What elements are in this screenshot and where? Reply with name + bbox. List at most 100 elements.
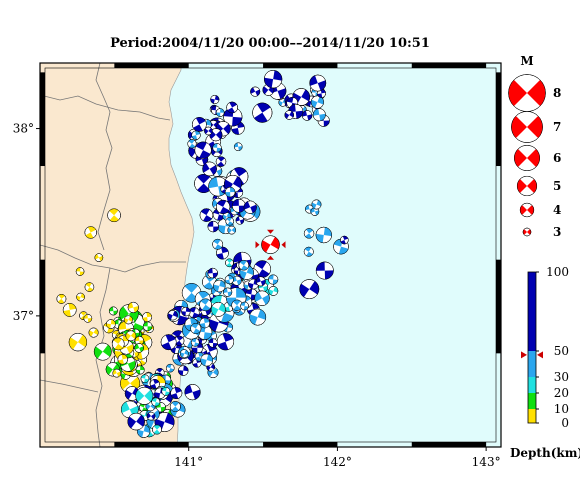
mechanism bbox=[231, 299, 243, 311]
magnitude-legend-symbol bbox=[508, 74, 546, 112]
depth-tick-label: 100 bbox=[546, 265, 569, 279]
depth-tick-label: 0 bbox=[561, 416, 569, 430]
mechanism bbox=[235, 216, 245, 225]
mechanism bbox=[62, 303, 77, 317]
mechanism bbox=[240, 301, 249, 311]
mechanism bbox=[212, 143, 222, 153]
mechanism bbox=[179, 349, 189, 359]
mechanism bbox=[312, 108, 326, 122]
magnitude-legend-symbol bbox=[519, 202, 535, 218]
mechanism bbox=[106, 319, 116, 329]
mechanism bbox=[309, 74, 327, 92]
mechanism bbox=[207, 267, 218, 279]
mechanism bbox=[140, 374, 150, 383]
mechanism bbox=[151, 397, 161, 407]
depth-marker bbox=[521, 351, 527, 359]
mechanism bbox=[191, 117, 207, 132]
depth-band bbox=[528, 272, 536, 351]
mechanism bbox=[181, 283, 202, 303]
mechanism bbox=[117, 354, 128, 365]
mechanism bbox=[315, 226, 332, 244]
mechanism bbox=[301, 110, 313, 121]
mechanism bbox=[165, 363, 175, 373]
period-title: Period:2004/11/20 00:00––2014/11/20 10:5… bbox=[110, 36, 430, 51]
mechanism bbox=[250, 86, 261, 97]
magnitude-legend-label: 8 bbox=[553, 86, 561, 100]
prefecture-border bbox=[40, 379, 99, 393]
mechanism bbox=[93, 342, 112, 361]
mechanism bbox=[231, 198, 246, 213]
mechanism bbox=[84, 282, 95, 292]
mechanism bbox=[127, 301, 139, 313]
mechanism bbox=[216, 333, 235, 351]
mechanism bbox=[187, 139, 197, 149]
mechanism bbox=[252, 102, 273, 123]
depth-band bbox=[528, 393, 536, 409]
mechanism bbox=[107, 208, 121, 223]
mechanism bbox=[310, 207, 320, 216]
depth-tick-label: 50 bbox=[554, 344, 569, 358]
mechanism bbox=[125, 330, 137, 342]
largest-event bbox=[255, 229, 286, 260]
mechanism bbox=[167, 310, 178, 321]
mechanism bbox=[200, 353, 214, 367]
magnitude-legend-symbol bbox=[516, 175, 538, 197]
magnitude-legend-label: 4 bbox=[553, 203, 561, 217]
mechanism bbox=[303, 246, 314, 257]
mechanism bbox=[152, 424, 162, 435]
mechanism bbox=[199, 317, 210, 329]
mechanism bbox=[340, 235, 349, 245]
mechanism bbox=[239, 265, 255, 280]
mechanism bbox=[268, 286, 279, 296]
mechanism bbox=[207, 220, 219, 233]
mechanism bbox=[216, 246, 229, 260]
mechanism bbox=[208, 338, 218, 348]
mechanism bbox=[191, 130, 201, 140]
mechanism bbox=[202, 161, 217, 177]
depth-scale-label: Depth(km) bbox=[510, 446, 580, 460]
mechanism bbox=[134, 343, 144, 353]
mechanism bbox=[215, 156, 227, 167]
mechanism bbox=[210, 94, 220, 105]
mechanism bbox=[299, 279, 320, 300]
mechanism bbox=[160, 334, 177, 351]
mechanism bbox=[88, 327, 99, 338]
longitude-tick-label: 141° bbox=[174, 455, 203, 469]
longitude-tick-label: 142° bbox=[323, 455, 352, 469]
depth-band bbox=[528, 351, 536, 377]
mechanism bbox=[255, 276, 266, 287]
mechanism bbox=[94, 253, 104, 262]
map-axes: 141° 142° 143° 38° 37° bbox=[13, 122, 501, 469]
mechanism bbox=[76, 292, 85, 302]
longitude-tick-label: 143° bbox=[472, 455, 501, 469]
magnitude-legend: M 8 7 6 5 4 3 bbox=[508, 54, 561, 239]
mechanism bbox=[108, 306, 118, 316]
mechanism bbox=[254, 290, 270, 306]
mechanism bbox=[215, 199, 231, 214]
highlight-pointer bbox=[281, 241, 286, 249]
mechanism bbox=[181, 306, 191, 317]
prefecture-border bbox=[95, 267, 111, 447]
depth-tick-label: 10 bbox=[554, 402, 569, 416]
prefecture-border bbox=[40, 94, 171, 121]
depth-tick-label: 30 bbox=[554, 370, 569, 384]
highlight-pointer bbox=[255, 241, 260, 249]
mechanism bbox=[310, 95, 324, 109]
mechanism bbox=[161, 387, 171, 396]
mechanism bbox=[233, 142, 243, 152]
mechanism bbox=[84, 226, 97, 239]
mechanism bbox=[213, 279, 226, 293]
mechanism bbox=[303, 228, 315, 239]
magnitude-legend-symbol bbox=[514, 145, 540, 171]
mechanism bbox=[212, 238, 224, 250]
mechanism bbox=[194, 141, 212, 159]
mechanism bbox=[311, 199, 322, 210]
mechanism bbox=[215, 108, 225, 117]
map-frame bbox=[39, 62, 502, 448]
mechanism bbox=[190, 323, 202, 335]
mechanism bbox=[199, 208, 214, 222]
mechanism bbox=[224, 186, 236, 198]
mechanism bbox=[105, 362, 120, 377]
mechanism bbox=[135, 386, 154, 405]
mechanism bbox=[225, 217, 234, 226]
